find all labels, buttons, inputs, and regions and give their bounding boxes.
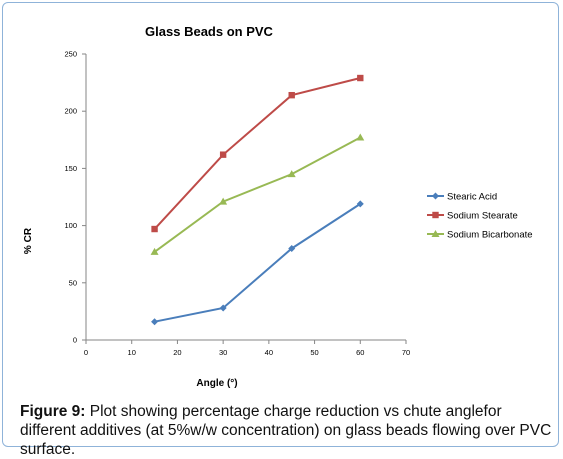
legend-item: Sodium Stearate [427, 211, 518, 222]
series-layer [150, 74, 365, 326]
legend: Stearic Acid Sodium Stearate Sodium Bicarb… [427, 192, 533, 241]
y-tick-label: 100 [64, 221, 77, 230]
y-axis-label: % CR [23, 227, 34, 254]
series-2 [151, 74, 364, 233]
x-tick-label: 0 [84, 348, 88, 357]
caption-text: Plot showing percentage charge reduction… [20, 403, 552, 458]
y-tick-label: 250 [64, 50, 77, 59]
data-point [150, 247, 159, 255]
legend-label: Sodium Stearate [447, 211, 518, 222]
x-tick-label: 60 [356, 348, 364, 357]
data-point [219, 197, 228, 205]
y-tick-label: 150 [64, 164, 77, 173]
series-3 [150, 133, 365, 255]
data-point [287, 170, 296, 178]
legend-marker [431, 230, 440, 237]
legend-item: Stearic Acid [427, 192, 497, 203]
x-tick-label: 20 [173, 348, 181, 357]
legend-label: Sodium Bicarbonate [447, 230, 533, 241]
y-tick-label: 50 [69, 278, 77, 287]
x-tick-label: 40 [265, 348, 273, 357]
figure-frame [2, 2, 559, 447]
series-line [153, 77, 361, 230]
y-tick-label: 200 [64, 107, 77, 116]
x-axis-label: Angle (°) [196, 378, 237, 389]
data-point [356, 133, 365, 141]
legend-item: Sodium Bicarbonate [427, 230, 533, 241]
data-point [219, 304, 227, 312]
series-line [153, 136, 361, 253]
data-point [288, 91, 295, 99]
figure-caption: Figure 9: Plot showing percentage charge… [20, 402, 555, 459]
legend-marker [432, 192, 439, 200]
x-tick-label: 70 [402, 348, 410, 357]
data-point [356, 200, 364, 208]
data-point [357, 74, 364, 82]
axes: 0 10 20 30 40 50 60 70 0 50 100 150 200 250 [64, 50, 410, 358]
x-tick-label: 10 [128, 348, 136, 357]
y-tick-label: 0 [73, 336, 77, 345]
data-point [151, 318, 159, 326]
chart-title: Glass Beads on PVC [145, 24, 273, 39]
caption-label: Figure 9: [20, 403, 86, 420]
x-tick-label: 30 [219, 348, 227, 357]
legend-marker [432, 211, 439, 219]
legend-label: Stearic Acid [447, 192, 497, 203]
x-tick-label: 50 [310, 348, 318, 357]
data-point [288, 244, 296, 252]
series-1 [151, 200, 364, 326]
data-point [219, 151, 227, 158]
series-line [154, 203, 361, 323]
data-point [151, 225, 158, 233]
